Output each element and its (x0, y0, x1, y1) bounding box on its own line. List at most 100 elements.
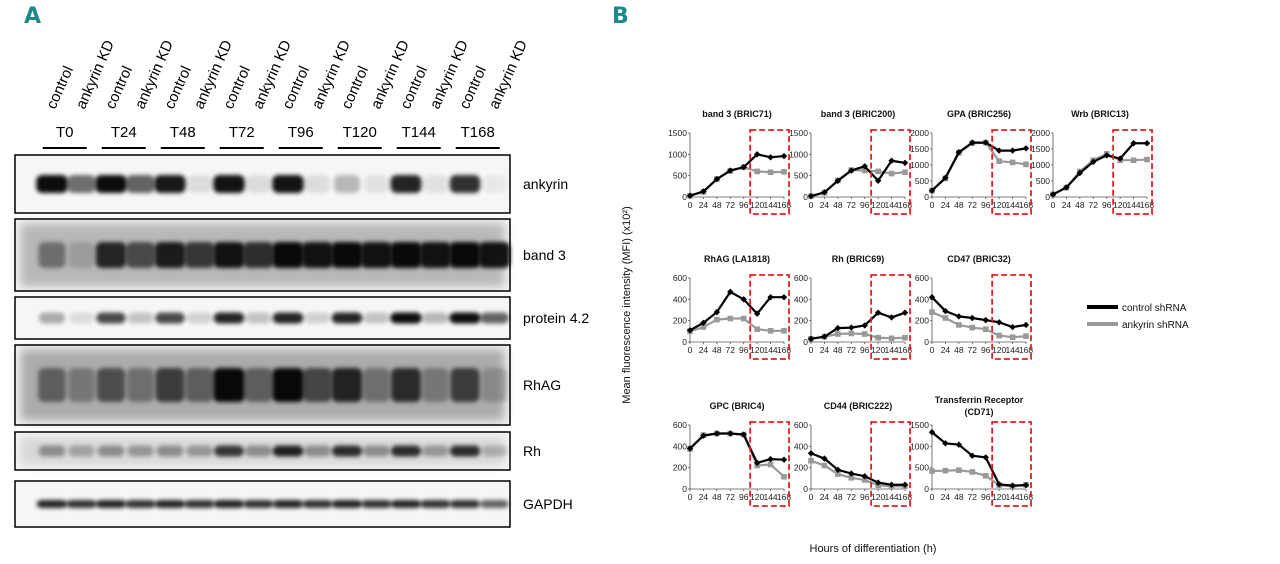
blot-band (272, 312, 304, 324)
blot-band (449, 500, 481, 508)
x-tick-label: 72 (847, 492, 857, 502)
timepoint-label: T168 (461, 124, 495, 141)
ankyrin-data-point (888, 335, 895, 342)
x-tick-label: 144 (763, 345, 777, 355)
y-tick-label: 1000 (668, 149, 687, 159)
blot-band (243, 500, 274, 508)
x-tick-label: 168 (777, 200, 791, 210)
blot-band (272, 500, 304, 508)
blot-band (422, 368, 449, 402)
y-tick-label: 400 (794, 294, 808, 304)
ankyrin-data-point (956, 467, 962, 474)
control-data-point (1009, 323, 1016, 331)
chart-title: GPA (BRIC256) (947, 109, 1011, 119)
control-data-point (928, 429, 936, 436)
line-chart: CD47 (BRIC32) 0 200 400 600 0 24 48 72 96 120 144 16… (915, 254, 1033, 360)
ankyrin-data-point (929, 309, 935, 315)
x-tick-label: 96 (860, 345, 870, 355)
ankyrin-data-point (781, 328, 787, 334)
blot-band (422, 445, 449, 457)
blot-band (481, 368, 508, 402)
blot-band (390, 312, 422, 324)
chart-title: RhAG (LA1818) (704, 254, 770, 264)
blot-band (154, 500, 186, 508)
chart-title: CD44 (BRIC222) (824, 401, 893, 411)
control-data-point (686, 445, 694, 452)
timepoint-label: T120 (343, 124, 377, 141)
y-tick-label: 0 (924, 337, 929, 347)
x-tick-label: 72 (847, 345, 857, 355)
blot-band (302, 500, 333, 508)
protein-label: GAPDH (523, 496, 573, 512)
blot-band (420, 500, 451, 508)
blot-band (331, 312, 363, 324)
blot-band (449, 175, 481, 193)
blot-band (38, 445, 66, 457)
x-tick-label: 168 (1019, 492, 1033, 502)
highlight-box (749, 129, 790, 215)
x-tick-label: 0 (688, 492, 693, 502)
timepoint-labels: T0 T24 T48 T72 T96 T120 T144 T168 (42, 124, 500, 149)
highlight-box (870, 129, 911, 215)
x-tick-label: 120 (750, 492, 764, 502)
blot-band (154, 242, 186, 268)
chart-title: Wrb (BRIC13) (1071, 109, 1129, 119)
x-tick-label: 120 (750, 200, 764, 210)
y-tick-label: 200 (794, 316, 808, 326)
x-tick-label: 168 (898, 200, 912, 210)
blot-band (213, 175, 245, 193)
blot-band (363, 312, 390, 324)
control-data-point (1009, 147, 1016, 154)
x-tick-label: 144 (763, 492, 777, 502)
blot-band (449, 242, 481, 268)
x-tick-label: 120 (750, 345, 764, 355)
blot-band (363, 445, 390, 457)
x-tick-label: 0 (930, 345, 935, 355)
blot-band (127, 368, 154, 402)
y-tick-label: 0 (924, 484, 929, 494)
y-tick-label: 600 (794, 273, 808, 283)
x-tick-label: 72 (1089, 200, 1099, 210)
ankyrin-data-point (861, 167, 868, 174)
ankyrin-data-point (821, 462, 828, 469)
blot-band (214, 445, 244, 457)
x-tick-label: 24 (1062, 200, 1072, 210)
x-tick-label: 168 (1140, 200, 1154, 210)
control-data-point (955, 313, 963, 320)
x-tick-label: 48 (833, 492, 843, 502)
control-data-point (848, 324, 855, 331)
y-tick-label: 400 (673, 441, 687, 451)
x-tick-label: 168 (1019, 200, 1033, 210)
control-data-point (767, 455, 774, 463)
blot-band (301, 242, 334, 268)
control-data-point (928, 187, 936, 194)
panel-b-letter: B (612, 4, 629, 29)
x-tick-label: 48 (954, 200, 964, 210)
y-tick-label: 500 (1036, 176, 1050, 186)
control-data-point (807, 335, 815, 342)
x-tick-label: 0 (1051, 200, 1056, 210)
ankyrin-data-point (835, 331, 841, 337)
blot-band (272, 175, 304, 193)
blot-band (331, 445, 363, 457)
y-tick-label: 0 (803, 337, 808, 347)
ankyrin-data-point (1130, 157, 1137, 163)
control-data-point (780, 456, 788, 463)
highlight-box (991, 274, 1032, 360)
blot-band (156, 445, 184, 457)
x-tick-label: 96 (739, 345, 749, 355)
y-tick-label: 500 (794, 171, 808, 181)
blot-band (213, 500, 245, 508)
blot-strip: protein 4.2 (14, 296, 589, 340)
ankyrin-data-point (781, 473, 787, 480)
highlight-box (1112, 129, 1153, 215)
ankyrin-data-point (875, 334, 881, 341)
y-tick-label: 200 (915, 316, 929, 326)
control-data-point (888, 314, 895, 321)
x-tick-label: 72 (726, 345, 736, 355)
y-tick-label: 1000 (789, 149, 808, 159)
ankyrin-data-point (996, 332, 1002, 339)
x-tick-label: 0 (930, 200, 935, 210)
